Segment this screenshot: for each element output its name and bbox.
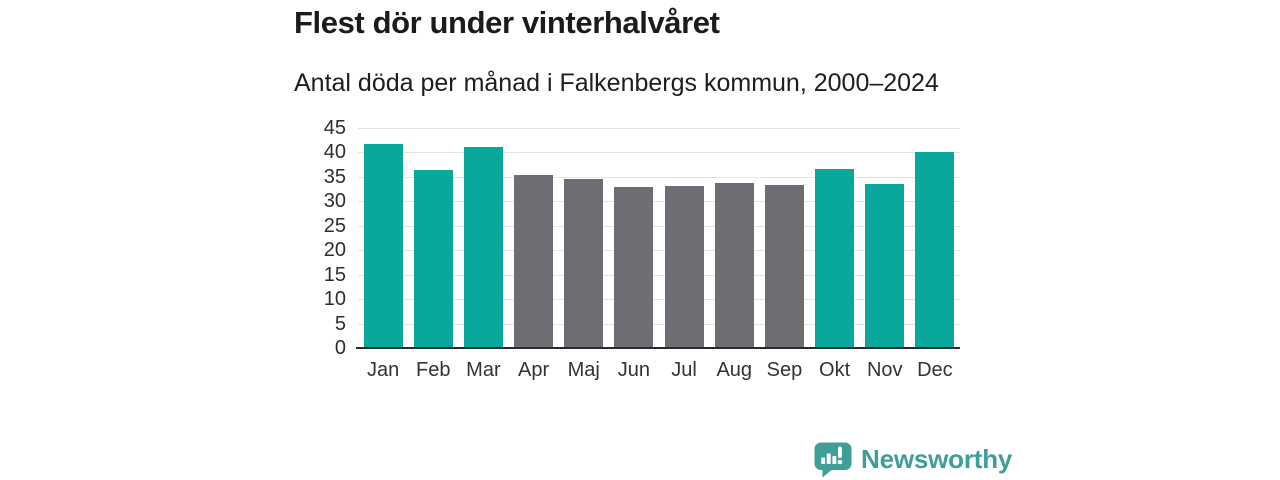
- gridline-25: [358, 225, 960, 227]
- gridline-15: [358, 274, 960, 276]
- bar-okt: [815, 168, 855, 348]
- brand-footer: Newsworthy: [812, 441, 1012, 478]
- gridline-40: [358, 152, 960, 154]
- x-tick-label-jul: Jul: [671, 359, 697, 381]
- x-tick-label-jan: Jan: [366, 359, 400, 381]
- bar-dec: [915, 152, 955, 348]
- gridline-10: [358, 299, 960, 301]
- bar-maj: [564, 179, 604, 348]
- x-tick-label-feb: Feb: [416, 359, 451, 381]
- bar-feb: [413, 169, 453, 348]
- y-tick-label-10: 10: [323, 288, 346, 311]
- x-tick-label-apr: Apr: [518, 359, 550, 381]
- x-tick-label-nov: Nov: [866, 359, 903, 381]
- x-tick-label-mar: Mar: [466, 359, 501, 381]
- chart-title: Flest dör under vinterhalvåret: [294, 5, 720, 40]
- chart-subtitle: Antal döda per månad i Falkenbergs kommu…: [294, 69, 939, 97]
- y-tick-label-0: 0: [334, 337, 346, 359]
- bar-jul: [664, 185, 704, 348]
- newsworthy-logo-icon: [814, 442, 852, 478]
- gridline-35: [358, 176, 960, 178]
- y-tick-label-30: 30: [323, 190, 346, 213]
- bar-aug: [714, 182, 754, 348]
- y-tick-label-25: 25: [323, 214, 346, 237]
- plot-area: [356, 128, 960, 349]
- y-tick-label-20: 20: [323, 239, 346, 262]
- gridline-5: [358, 323, 960, 325]
- x-axis-line: [356, 347, 960, 349]
- y-tick-label-40: 40: [323, 141, 346, 164]
- bar-jan: [363, 143, 403, 348]
- x-tick-label-sep: Sep: [766, 359, 803, 381]
- x-tick-label-okt: Okt: [819, 359, 851, 381]
- bar-apr: [514, 175, 554, 348]
- bar-sep: [764, 184, 804, 348]
- y-tick-label-35: 35: [323, 165, 346, 188]
- gridline-45: [358, 128, 960, 129]
- y-tick-label-45: 45: [323, 117, 346, 139]
- brand-name: Newsworthy: [861, 444, 1013, 474]
- bar-jun: [614, 187, 654, 348]
- x-tick-label-jun: Jun: [617, 359, 651, 381]
- y-tick-label-5: 5: [334, 312, 346, 335]
- x-tick-label-dec: Dec: [917, 359, 953, 381]
- x-axis-labels: Jan Feb Mar Apr Maj Jun Jul Aug Sep Okt Nov Dec: [358, 357, 960, 385]
- gridline-20: [358, 250, 960, 252]
- x-tick-label-maj: Maj: [567, 359, 600, 381]
- y-axis-labels: 0 5 10 15 20 25 30 35 40 45: [280, 117, 346, 359]
- y-tick-label-15: 15: [323, 263, 346, 286]
- bar-nov: [865, 183, 905, 348]
- gridline-30: [358, 201, 960, 203]
- bar-mar: [463, 146, 503, 348]
- x-tick-label-aug: Aug: [716, 359, 753, 381]
